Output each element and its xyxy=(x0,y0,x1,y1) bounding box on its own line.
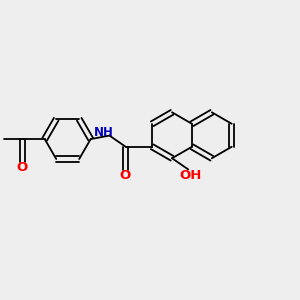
Text: NH: NH xyxy=(94,125,114,139)
Text: OH: OH xyxy=(179,169,202,182)
Text: O: O xyxy=(119,169,131,182)
Text: O: O xyxy=(16,161,28,174)
